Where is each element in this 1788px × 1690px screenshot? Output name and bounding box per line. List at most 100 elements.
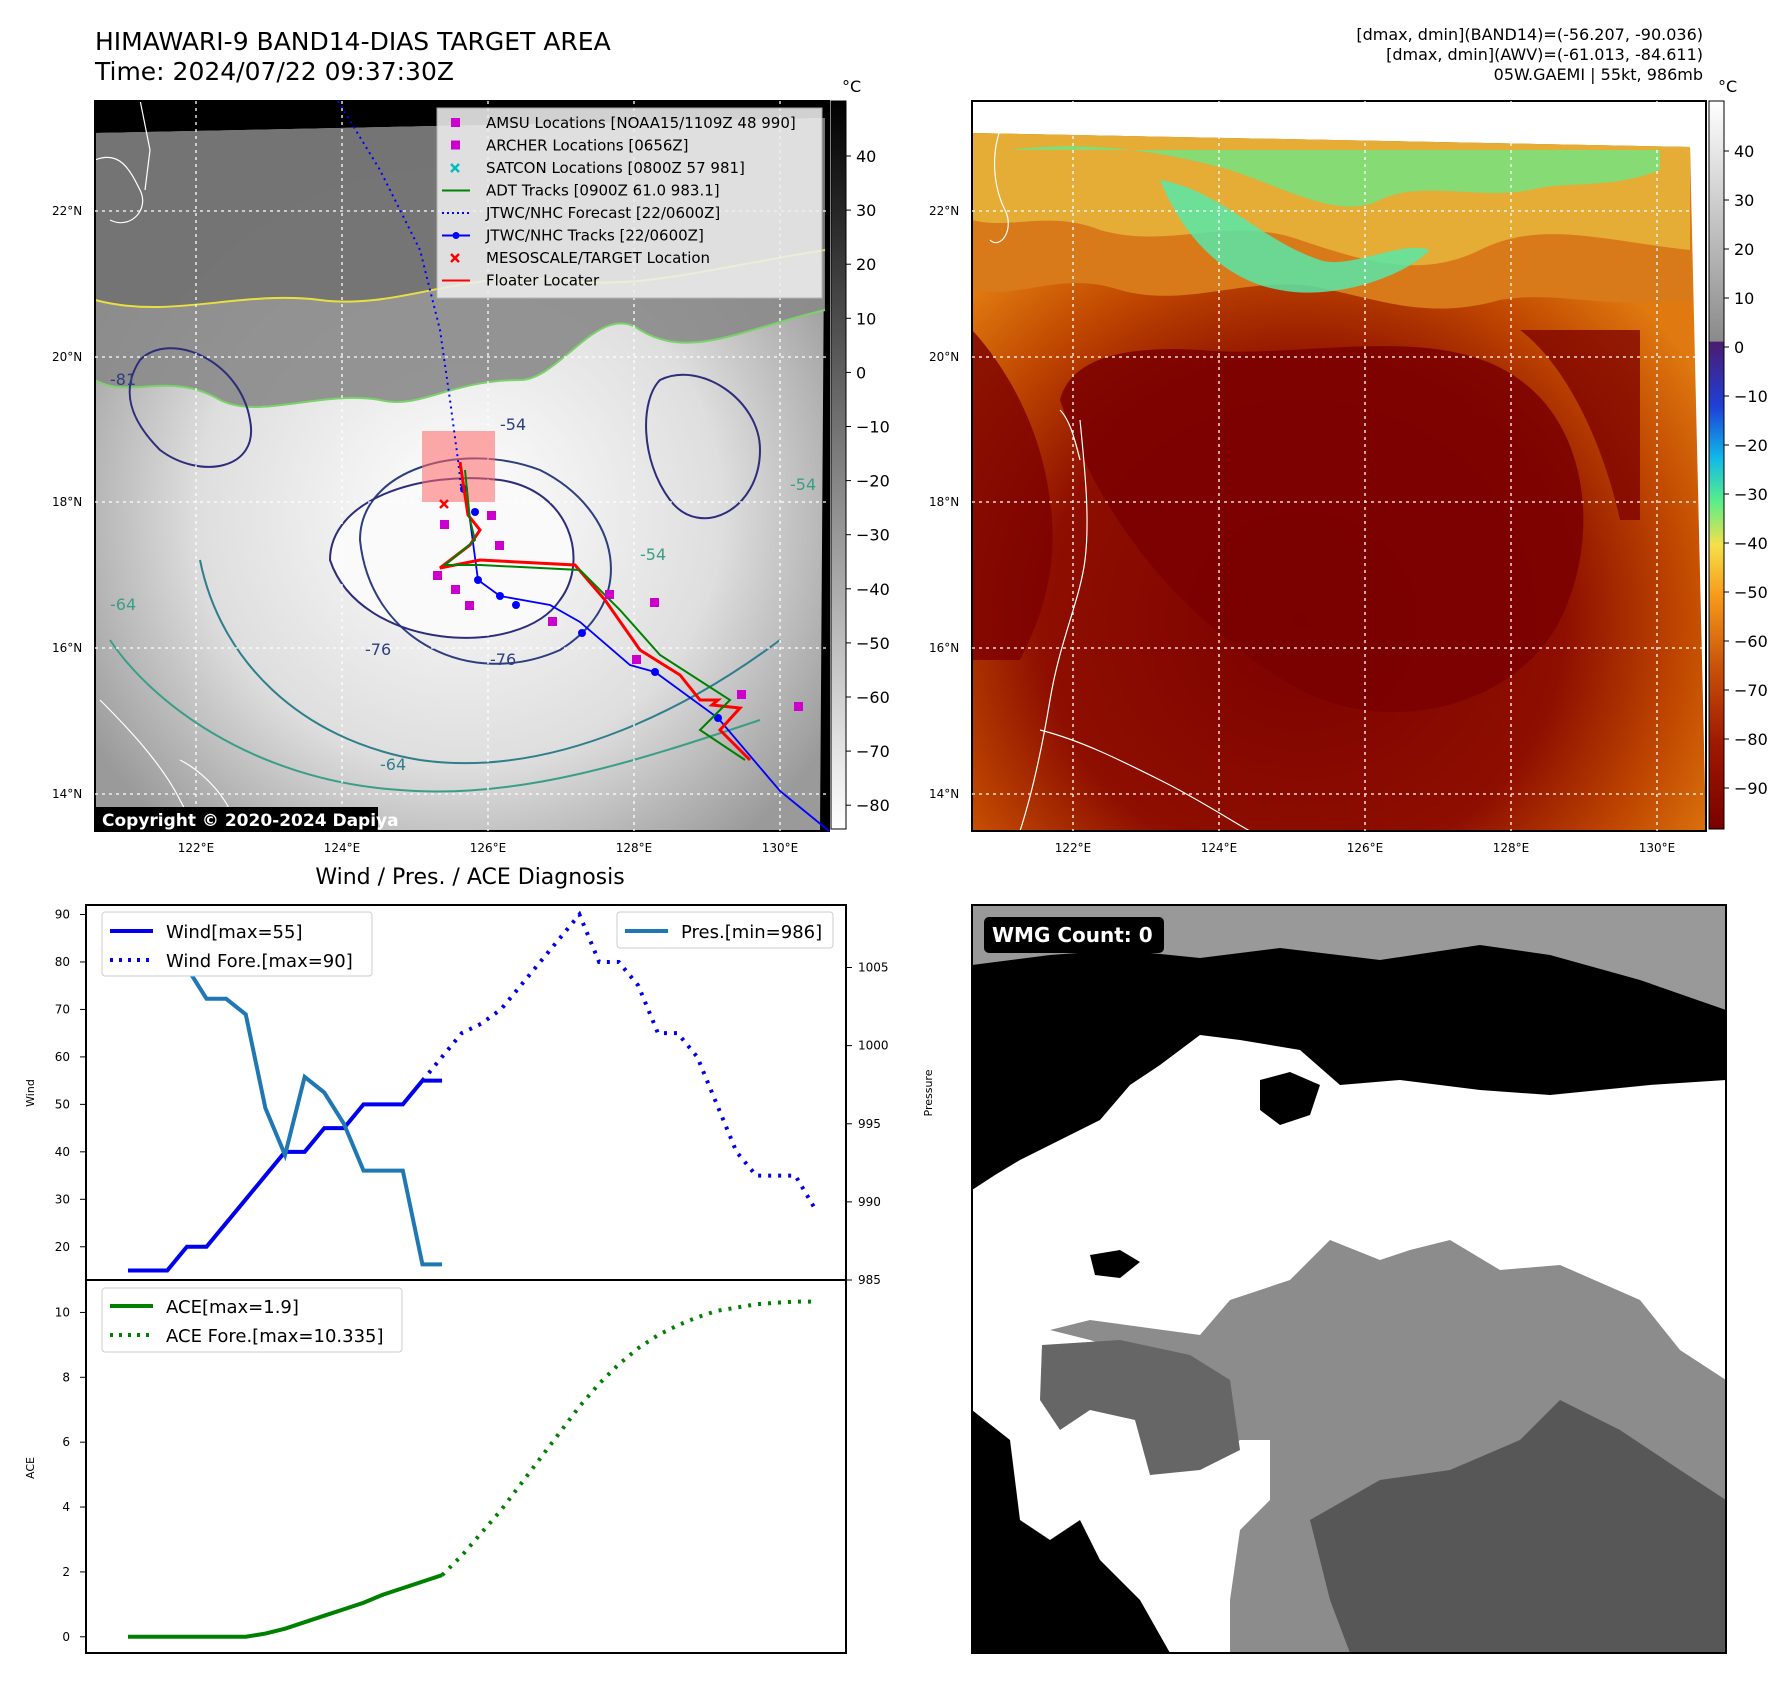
colorbar-tick-label: −40 [856,580,890,599]
adt-track [442,469,746,761]
lon-label: 124°E [324,841,361,855]
lat-label: 20°N [52,350,82,364]
pressure-axis-label: Pressure [922,1069,935,1116]
mesoscale-target-marker [439,499,449,509]
main-time: Time: 2024/07/22 09:37:30Z [94,57,454,86]
lon-label: 128°E [616,841,653,855]
lat-label: 22°N [52,204,82,218]
y2-tick-label: 1000 [858,1039,889,1053]
map-legend-label: JTWC/NHC Forecast [22/0600Z] [485,204,720,222]
map-legend-label: Floater Locater [486,272,600,290]
colorbar-tick-label: 0 [1734,338,1744,357]
map-legend-item: MESOSCALE/TARGET Location [450,249,710,267]
wmg-count-bg [984,917,1164,953]
map-legend-label: ARCHER Locations [0656Z] [486,137,689,155]
y-tick-label: 30 [55,1192,70,1206]
y-tick-label: 20 [55,1240,70,1254]
legend-marker [452,232,460,239]
colorbar-tick-label: −60 [856,688,890,707]
contour-label: -64 [110,595,136,614]
colorbar-tick-label: 40 [856,147,876,166]
contour-label: -54 [500,415,526,434]
colorbar-tick-label: −70 [856,742,890,761]
map-legend-label: ADT Tracks [0900Z 61.0 983.1] [486,182,720,200]
colorbar-tick-label: 10 [856,309,876,328]
lon-label: 130°E [1639,841,1676,855]
colorbar-tick-label: 0 [856,363,866,382]
colorbar-tick-label: −20 [856,472,890,491]
gray-colorbar: °C 40 30 20 10 0 −10 −20 −30 −40 −50 −60 −70 −80 [830,77,890,830]
info-line-2: [dmax, dmin](AWV)=(-61.013, -84.611) [1386,45,1703,64]
y-tick-label: 70 [55,1002,70,1016]
y-tick-label: 4 [62,1500,70,1514]
wind-pressure-chart: 20 30 40 50 60 70 80 90 985 990 995 1000 1005 Wind … [24,904,935,1287]
map-legend-item: SATCON Locations [0800Z 57 981] [450,159,745,177]
y-tick-label: 0 [62,1630,70,1644]
contour-label: -54 [790,475,816,494]
legend-marker [450,253,460,263]
colorbar-tick-label: −10 [1734,387,1768,406]
contour-label: -76 [365,640,391,659]
contour-label: -54 [640,545,666,564]
lon-label: 122°E [1055,841,1092,855]
y-tick-label: 10 [55,1305,70,1319]
legend-marker [451,140,460,150]
wmg-panel: WMG Count: 0 [971,904,1727,1654]
copyright-bg [96,807,378,831]
lat-label: 16°N [929,641,959,655]
map-legend-item: ADT Tracks [0900Z 61.0 983.1] [442,182,720,200]
colorbar-unit: °C [842,77,861,96]
y-tick-label: 40 [55,1145,70,1159]
y-tick-label: 80 [55,955,70,969]
colorbar-tick-label: −80 [1734,730,1768,749]
map-legend-label: MESOSCALE/TARGET Location [486,249,710,267]
main-title: HIMAWARI-9 BAND14-DIAS TARGET AREA [95,27,611,56]
contour-label: -76 [490,650,516,669]
map-legend-item: JTWC/NHC Forecast [22/0600Z] [442,204,720,222]
contour-label: -81 [110,370,136,389]
ace-axis-label: ACE [24,1457,37,1479]
jtwc-forecast-track [337,100,463,496]
colorbar-tick-label: 40 [1734,142,1754,161]
lon-label: 124°E [1201,841,1238,855]
color-ir-map [971,100,1707,832]
colorbar-tick-label: 30 [1734,191,1754,210]
map-legend-item: Floater Locater [442,272,600,290]
y2-tick-label: 995 [858,1117,881,1131]
colorbar-tick-label: −20 [1734,436,1768,455]
wind-forecast-line [420,910,817,1210]
color-colorbar: °C 40 30 20 10 0 −10 −20 −30 −40 −50 −60 −70 −80 −90 [1708,77,1768,830]
colorbar-tick-label: 10 [1734,289,1754,308]
colorbar-tick-label: 30 [856,201,876,220]
lat-label: 14°N [929,787,959,801]
colorbar-tick-label: −40 [1734,534,1768,553]
lat-label: 16°N [52,641,82,655]
colorbar-tick-label: −50 [1734,583,1768,602]
diagnosis-title: Wind / Pres. / ACE Diagnosis [315,865,624,890]
lon-label: 128°E [1493,841,1530,855]
colorbar-tick-label: −90 [1734,779,1768,798]
colorbar-tick-label: −60 [1734,632,1768,651]
y2-tick-label: 1005 [858,961,889,975]
legend-ace: ACE[max=1.9] [166,1297,299,1318]
lon-label: 126°E [470,841,507,855]
legend-marker [451,118,460,127]
y-tick-label: 60 [55,1050,70,1064]
map-legend-item: JTWC/NHC Tracks [22/0600Z] [442,227,704,245]
lat-label: 22°N [929,204,959,218]
contour-label: -64 [380,755,406,774]
y-tick-label: 90 [55,907,70,921]
ace-legend: ACE[max=1.9] ACE Fore.[max=10.335] [101,1287,403,1353]
colorbar-tick-label: 20 [856,255,876,274]
colorbar-tick-label: −50 [856,634,890,653]
colorbar-tick-label: −80 [856,796,890,815]
y-tick-label: 8 [62,1370,70,1384]
lat-label: 14°N [52,787,82,801]
y2-tick-label: 985 [858,1273,881,1287]
pressure-legend: Pres.[min=986] [616,911,834,949]
map-legend-label: JTWC/NHC Tracks [22/0600Z] [485,227,704,245]
legend-wind: Wind[max=55] [166,922,303,943]
wind-legend: Wind[max=55] Wind Fore.[max=90] [101,911,373,977]
info-line-1: [dmax, dmin](BAND14)=(-56.207, -90.036) [1356,25,1703,44]
